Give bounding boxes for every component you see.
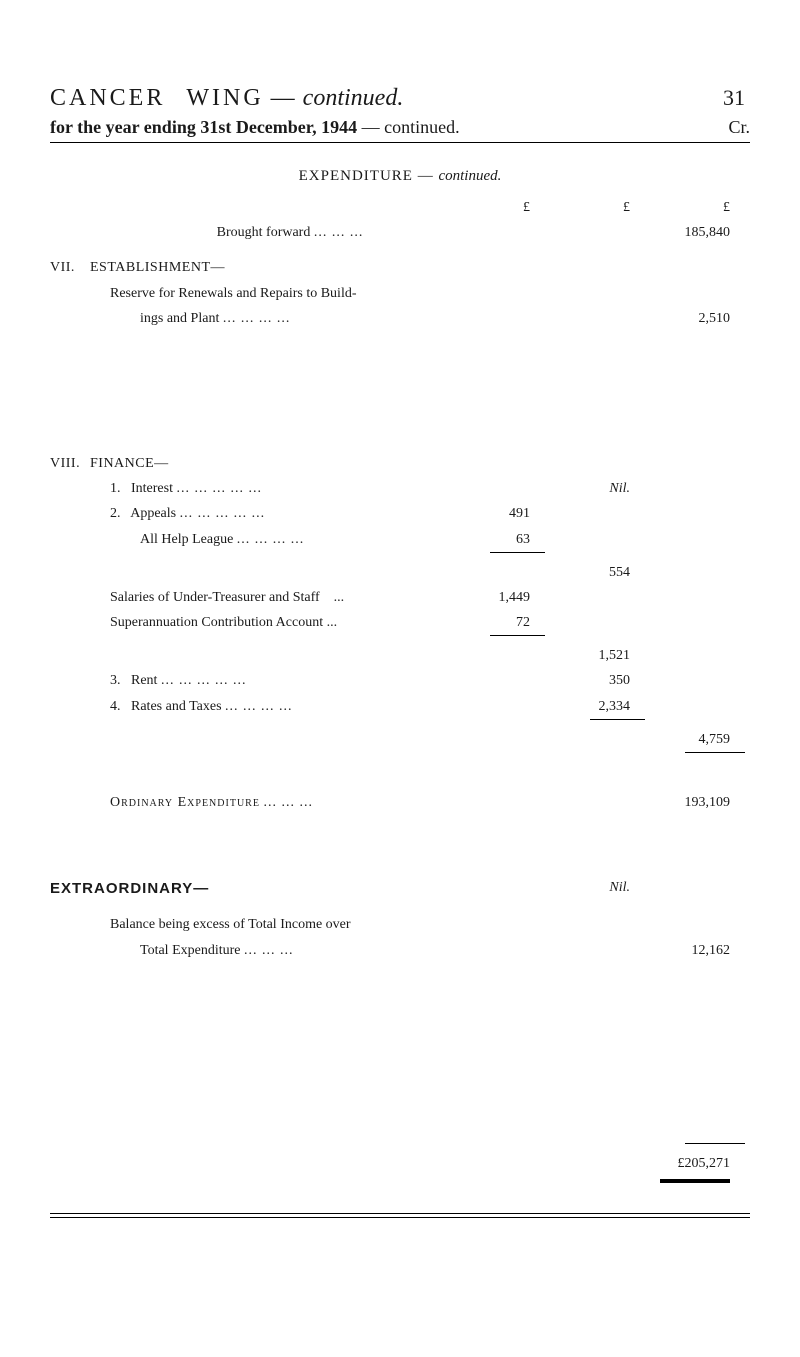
pound-row: £ £ £ <box>50 195 750 220</box>
underline-row-4 <box>50 752 750 760</box>
reserve-line1: Reserve for Renewals and Repairs to Buil… <box>50 281 430 306</box>
subtitle-suffix: continued. <box>384 117 459 137</box>
title-cancer: CANCER <box>50 85 165 111</box>
salaries-row: Salaries of Under-Treasurer and Staff ..… <box>50 585 750 610</box>
dots <box>237 532 305 547</box>
title-dash: — <box>271 85 296 111</box>
double-underline-row <box>50 1176 750 1183</box>
balance-line2: Total Expenditure <box>140 943 241 958</box>
subtotal-4759-row: 4,759 <box>50 727 750 752</box>
extraordinary-nil: Nil. <box>530 875 630 902</box>
ordinary-expenditure-row: Ordinary Expenditure 193,109 <box>50 790 750 815</box>
rates-num: 4. <box>110 699 121 714</box>
dots <box>180 506 266 521</box>
reserve-line2: ings and Plant <box>140 311 219 326</box>
subtotal-554: 554 <box>530 560 630 585</box>
grand-total: £205,271 <box>630 1151 730 1176</box>
superannuation-row: Superannuation Contribution Account ... … <box>50 610 750 635</box>
double-underline <box>660 1179 730 1183</box>
section-vii-heading: VII. ESTABLISHMENT— <box>50 255 750 280</box>
grand-total-row: £205,271 <box>50 1151 750 1176</box>
section-viii-heading: VIII. FINANCE— <box>50 451 750 476</box>
viii-roman: VIII. <box>50 451 90 476</box>
appeals-label: Appeals <box>130 506 176 521</box>
appeals-num: 2. <box>110 506 121 521</box>
rent-value: 350 <box>530 668 630 693</box>
underline-row <box>50 552 750 560</box>
brought-forward-row: Brought forward 185,840 <box>50 220 750 245</box>
subtotal-554-row: 554 <box>50 560 750 585</box>
interest-num: 1. <box>110 481 121 496</box>
dots <box>223 311 291 326</box>
allhelp-row: All Help League 63 <box>50 527 750 552</box>
subtitle-prefix: for the year ending 31st December, 1944 <box>50 117 357 137</box>
expenditure-header: EXPENDITURE — continued. <box>50 168 750 185</box>
content: EXPENDITURE — continued. £ £ £ Brought f… <box>50 168 750 1218</box>
ordinary-expenditure-value: 193,109 <box>630 790 730 815</box>
balance-row-2: Total Expenditure 12,162 <box>50 938 750 963</box>
dots <box>225 699 293 714</box>
allhelp-label: All Help League <box>140 532 233 547</box>
dots <box>244 943 294 958</box>
balance-line1: Balance being excess of Total Income ove… <box>50 912 430 937</box>
brought-forward-label: Brought forward <box>217 225 311 240</box>
expenditure-dash: — <box>418 168 434 184</box>
interest-label: Interest <box>131 481 173 496</box>
superannuation-value: 72 <box>430 610 530 635</box>
reserve-row-1: Reserve for Renewals and Repairs to Buil… <box>50 281 750 306</box>
balance-row-1: Balance being excess of Total Income ove… <box>50 912 750 937</box>
vii-roman: VII. <box>50 255 90 280</box>
rates-label: Rates and Taxes <box>131 699 222 714</box>
rent-label: Rent <box>131 673 157 688</box>
dots <box>314 225 364 240</box>
interest-value: Nil. <box>530 476 630 501</box>
underline-row-2 <box>50 635 750 643</box>
extraordinary-label: EXTRAORDINARY— <box>50 880 209 897</box>
underline-row-3 <box>50 719 750 727</box>
interest-row: 1. Interest Nil. <box>50 476 750 501</box>
bottom-double-line <box>50 1213 750 1218</box>
pound-2: £ <box>530 195 630 220</box>
expenditure-continued: continued. <box>438 168 501 184</box>
subtotal-1521-row: 1,521 <box>50 643 750 668</box>
subtitle: for the year ending 31st December, 1944 … <box>50 117 460 138</box>
viii-heading: FINANCE— <box>90 451 169 476</box>
dots <box>161 673 247 688</box>
subtotal-1521: 1,521 <box>530 643 630 668</box>
dots <box>176 481 262 496</box>
main-title: CANCER WING — continued. <box>50 85 750 112</box>
dots <box>263 795 313 810</box>
title-wing: WING <box>186 85 263 111</box>
balance-value: 12,162 <box>630 938 730 963</box>
cr-label: Cr. <box>728 117 750 138</box>
ordinary-expenditure-label: Ordinary Expenditure <box>110 795 260 810</box>
salaries-value: 1,449 <box>430 585 530 610</box>
reserve-row-2: ings and Plant 2,510 <box>50 306 750 331</box>
extraordinary-row: EXTRAORDINARY— Nil. <box>50 875 750 902</box>
salaries-label: Salaries of Under-Treasurer and Staff <box>110 590 320 605</box>
appeals-value: 491 <box>430 501 530 526</box>
allhelp-value: 63 <box>430 527 530 552</box>
expenditure-text: EXPENDITURE <box>299 168 413 184</box>
page-number: 31 <box>723 85 745 111</box>
appeals-row: 2. Appeals 491 <box>50 501 750 526</box>
subtitle-dash: — <box>362 117 380 137</box>
rent-num: 3. <box>110 673 121 688</box>
reserve-value: 2,510 <box>630 306 730 331</box>
subtitle-row: for the year ending 31st December, 1944 … <box>50 117 750 143</box>
vii-heading: ESTABLISHMENT— <box>90 255 225 280</box>
title-continued: continued. <box>303 85 404 111</box>
header-section: CANCER WING — continued. for the year en… <box>50 85 750 143</box>
subtotal-4759: 4,759 <box>630 727 730 752</box>
rates-row: 4. Rates and Taxes 2,334 <box>50 694 750 719</box>
pound-3: £ <box>630 195 730 220</box>
rates-value: 2,334 <box>530 694 630 719</box>
superannuation-label: Superannuation Contribution Account ... <box>110 615 337 630</box>
underline-row-5 <box>50 1143 750 1151</box>
brought-forward-value: 185,840 <box>630 220 730 245</box>
rent-row: 3. Rent 350 <box>50 668 750 693</box>
pound-1: £ <box>430 195 530 220</box>
